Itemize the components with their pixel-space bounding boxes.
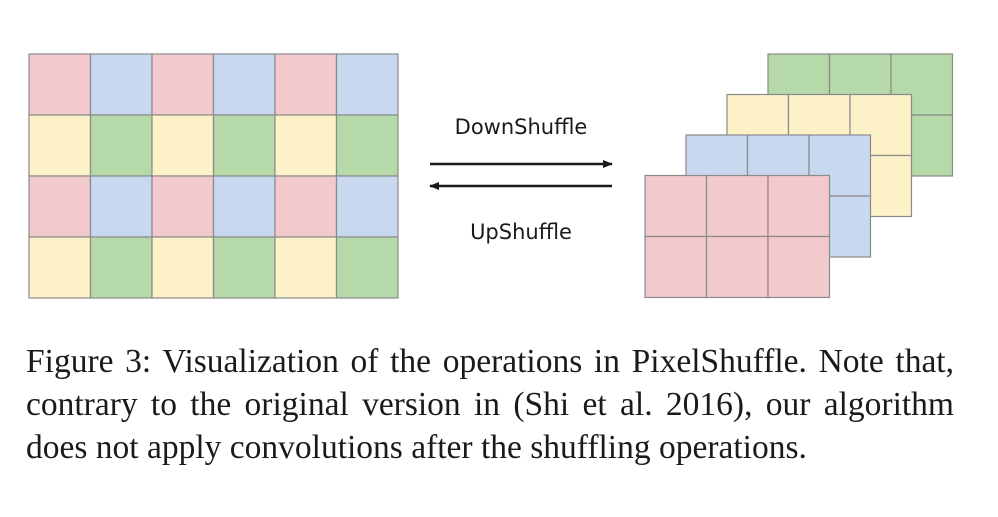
pixel-cell-yellow [274,236,338,299]
channel-layer-red [644,174,831,299]
pixel-cell-green [89,236,153,299]
channel-cell-red [705,235,769,299]
channel-cell-red [644,174,708,238]
pixel-cell-red [28,53,92,116]
pixel-cell-green [212,114,276,177]
pixel-cell-yellow [274,114,338,177]
shuffled-channel-stack [644,53,954,299]
channel-cell-red [644,235,708,299]
pixel-cell-blue [335,53,399,116]
pixel-cell-blue [212,53,276,116]
pixel-cell-red [28,175,92,238]
pixel-cell-red [274,175,338,238]
pixel-cell-blue [89,53,153,116]
pixel-cell-blue [89,175,153,238]
pixel-cell-red [151,175,215,238]
figure-caption: Figure 3: Visualization of the operation… [26,343,954,466]
downshuffle-label: DownShuffle [455,115,588,139]
pixel-cell-green [335,236,399,299]
pixel-cell-green [212,236,276,299]
pixel-cell-green [335,114,399,177]
pixel-cell-yellow [151,236,215,299]
channel-cell-red [767,235,831,299]
pixel-cell-red [151,53,215,116]
pixelshuffle-diagram: DownShuffle UpShuffle [28,53,954,299]
pixel-cell-blue [335,175,399,238]
upshuffle-label: UpShuffle [470,220,572,244]
channel-cell-red [767,174,831,238]
pixel-cell-yellow [28,114,92,177]
input-pixel-grid [28,53,399,299]
pixel-cell-green [89,114,153,177]
pixel-cell-red [274,53,338,116]
pixel-cell-yellow [28,236,92,299]
pixel-cell-yellow [151,114,215,177]
pixel-cell-blue [212,175,276,238]
channel-cell-red [705,174,769,238]
